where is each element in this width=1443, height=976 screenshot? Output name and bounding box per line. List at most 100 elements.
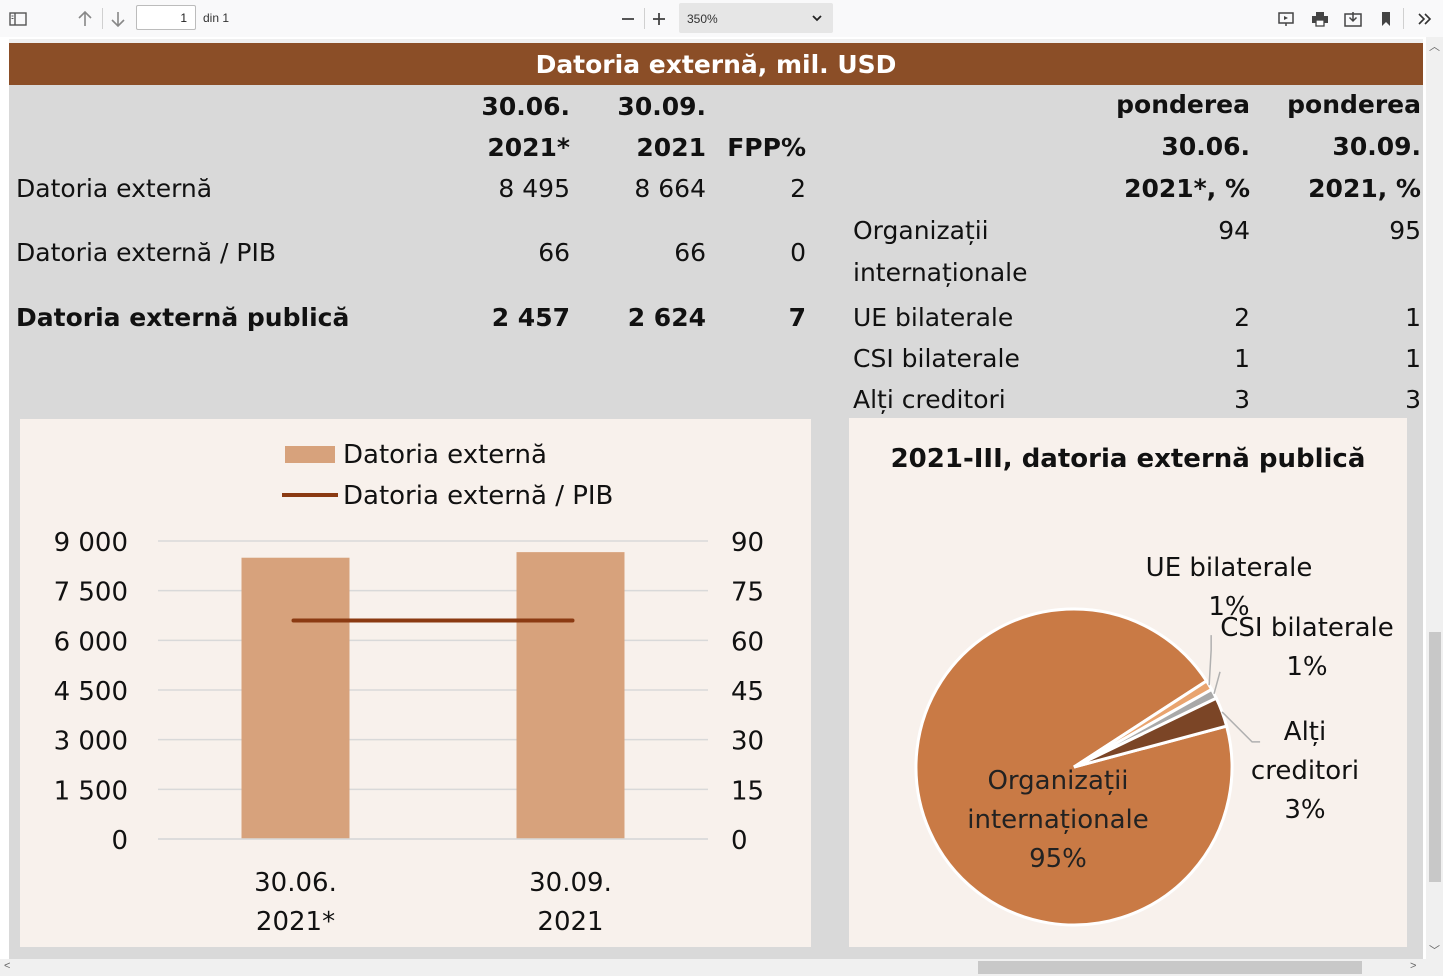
scroll-up-arrow-icon[interactable]: ︿ — [1429, 41, 1440, 53]
cell-value: 2 — [1234, 303, 1250, 332]
column-header-1-line3: 2021*, % — [1124, 174, 1250, 203]
column-header-2-line2: 2021 — [636, 133, 706, 162]
legend-label: Datoria externă — [343, 440, 547, 470]
zoom-in-icon[interactable] — [648, 0, 670, 37]
chevron-down-icon — [811, 12, 823, 26]
document-page: Datoria externă, mil. USD 30.06. 2021* 3… — [0, 37, 1426, 959]
cell-value: 8 664 — [634, 174, 706, 203]
toolbar-divider — [1403, 8, 1404, 29]
row-label: CSI bilaterale — [853, 344, 1020, 373]
column-header-fpp: FPP% — [727, 133, 806, 162]
scroll-right-arrow-icon[interactable]: > — [1410, 960, 1417, 972]
cell-value: 2 624 — [627, 303, 706, 332]
print-icon[interactable] — [1308, 0, 1332, 37]
row-label: UE bilaterale — [853, 303, 1014, 332]
vertical-scrollbar-thumb[interactable] — [1429, 632, 1441, 882]
x-tick-label: 30.09. — [529, 868, 612, 898]
leader-line — [1221, 711, 1261, 743]
y-tick-label: 4 500 — [54, 677, 128, 707]
sidebar-toggle-icon[interactable] — [6, 0, 30, 37]
column-header-2-line1: 30.09. — [617, 92, 706, 121]
toolbar-divider — [644, 8, 645, 29]
presentation-mode-icon[interactable] — [1274, 0, 1298, 37]
zoom-value: 350% — [687, 12, 718, 26]
y-tick-label: 6 000 — [54, 627, 128, 657]
scroll-left-arrow-icon[interactable]: < — [4, 960, 11, 972]
scroll-down-arrow-icon[interactable]: ﹀ — [1429, 945, 1440, 957]
cell-value: 1 — [1234, 344, 1250, 373]
previous-page-icon[interactable] — [74, 0, 96, 37]
column-header-1-line2: 2021* — [487, 133, 570, 162]
pdf-toolbar: 1 din 1 350% — [0, 0, 1443, 38]
x-tick-label: 2021* — [256, 907, 335, 937]
page-number-input[interactable]: 1 — [136, 5, 196, 30]
column-header-2-line3: 2021, % — [1308, 174, 1421, 203]
slice-label: creditori — [1251, 756, 1359, 786]
cell-value: 2 — [790, 174, 806, 203]
pie-chart-panel: 2021-III, datoria externă publică Organiz… — [849, 418, 1407, 947]
cell-value: 8 495 — [498, 174, 570, 203]
next-page-icon[interactable] — [107, 0, 129, 37]
slice-label: UE bilaterale — [1146, 553, 1313, 583]
slice-label: Organizații — [987, 766, 1128, 796]
bar — [516, 552, 625, 839]
page-edge — [9, 39, 1423, 43]
slice-label: CSI bilaterale — [1220, 613, 1394, 643]
column-header-1-line1: ponderea — [1116, 90, 1250, 119]
row-label-continued: internaționale — [853, 258, 1028, 287]
save-icon[interactable] — [1341, 0, 1365, 37]
horizontal-scrollbar-thumb[interactable] — [978, 961, 1362, 974]
column-header-1-line2: 30.06. — [1161, 132, 1250, 161]
page-count-label: din 1 — [203, 11, 230, 25]
cell-value: 7 — [788, 303, 806, 332]
column-header-2-line2: 30.09. — [1332, 132, 1421, 161]
y2-tick-label: 15 — [731, 776, 764, 806]
slice-label: 95% — [1029, 844, 1087, 874]
bar-line-chart: Datoria externă Datoria externă / PIB 0 1 5… — [54, 440, 765, 937]
row-label: Datoria externă publică — [16, 303, 350, 332]
page-title: Datoria externă, mil. USD — [9, 43, 1423, 85]
cell-value: 3 — [1405, 385, 1421, 414]
y2-tick-label: 60 — [731, 627, 764, 657]
y2-tick-label: 30 — [731, 727, 764, 757]
slice-label: Alți — [1284, 717, 1326, 747]
bookmark-icon[interactable] — [1375, 0, 1397, 37]
more-tools-icon[interactable] — [1413, 0, 1437, 37]
row-label: Datoria externă / PIB — [16, 238, 276, 267]
y-tick-label: 7 500 — [54, 578, 128, 608]
cell-value: 2 457 — [491, 303, 570, 332]
cell-value: 0 — [790, 238, 806, 267]
y-tick-label: 9 000 — [54, 528, 128, 558]
row-label: Organizații — [853, 216, 989, 245]
column-header-1-line1: 30.06. — [481, 92, 570, 121]
slice-label: 1% — [1208, 592, 1249, 622]
slice-label: 1% — [1286, 652, 1327, 682]
cell-value: 66 — [674, 238, 706, 267]
slice-label: 3% — [1284, 795, 1325, 825]
cell-value: 66 — [538, 238, 570, 267]
cell-value: 95 — [1389, 216, 1421, 245]
cell-value: 1 — [1405, 303, 1421, 332]
cell-value: 94 — [1218, 216, 1250, 245]
y2-tick-label: 90 — [731, 528, 764, 558]
zoom-out-icon[interactable] — [617, 0, 639, 37]
y-tick-label: 3 000 — [54, 727, 128, 757]
x-tick-label: 30.06. — [254, 868, 337, 898]
row-label: Datoria externă — [16, 174, 213, 203]
row-label: Alți creditori — [853, 385, 1006, 414]
y2-tick-label: 0 — [731, 826, 748, 856]
y2-tick-label: 75 — [731, 578, 764, 608]
zoom-select[interactable]: 350% — [679, 3, 833, 33]
leader-line — [1208, 635, 1212, 686]
column-header-2-line1: ponderea — [1287, 90, 1421, 119]
y2-tick-label: 45 — [731, 677, 764, 707]
slice-label: internaționale — [967, 805, 1149, 835]
chart-title: 2021-III, datoria externă publică — [891, 444, 1366, 474]
y-tick-label: 1 500 — [54, 776, 128, 806]
legend-label: Datoria externă / PIB — [343, 481, 613, 511]
bar-line-chart-panel: Datoria externă Datoria externă / PIB 0 1 5… — [20, 419, 811, 947]
bar — [241, 557, 350, 839]
x-tick-label: 2021 — [537, 907, 603, 937]
pie-slice — [1073, 696, 1229, 769]
pie-chart: 2021-III, datoria externă publică Organiz… — [891, 444, 1394, 927]
